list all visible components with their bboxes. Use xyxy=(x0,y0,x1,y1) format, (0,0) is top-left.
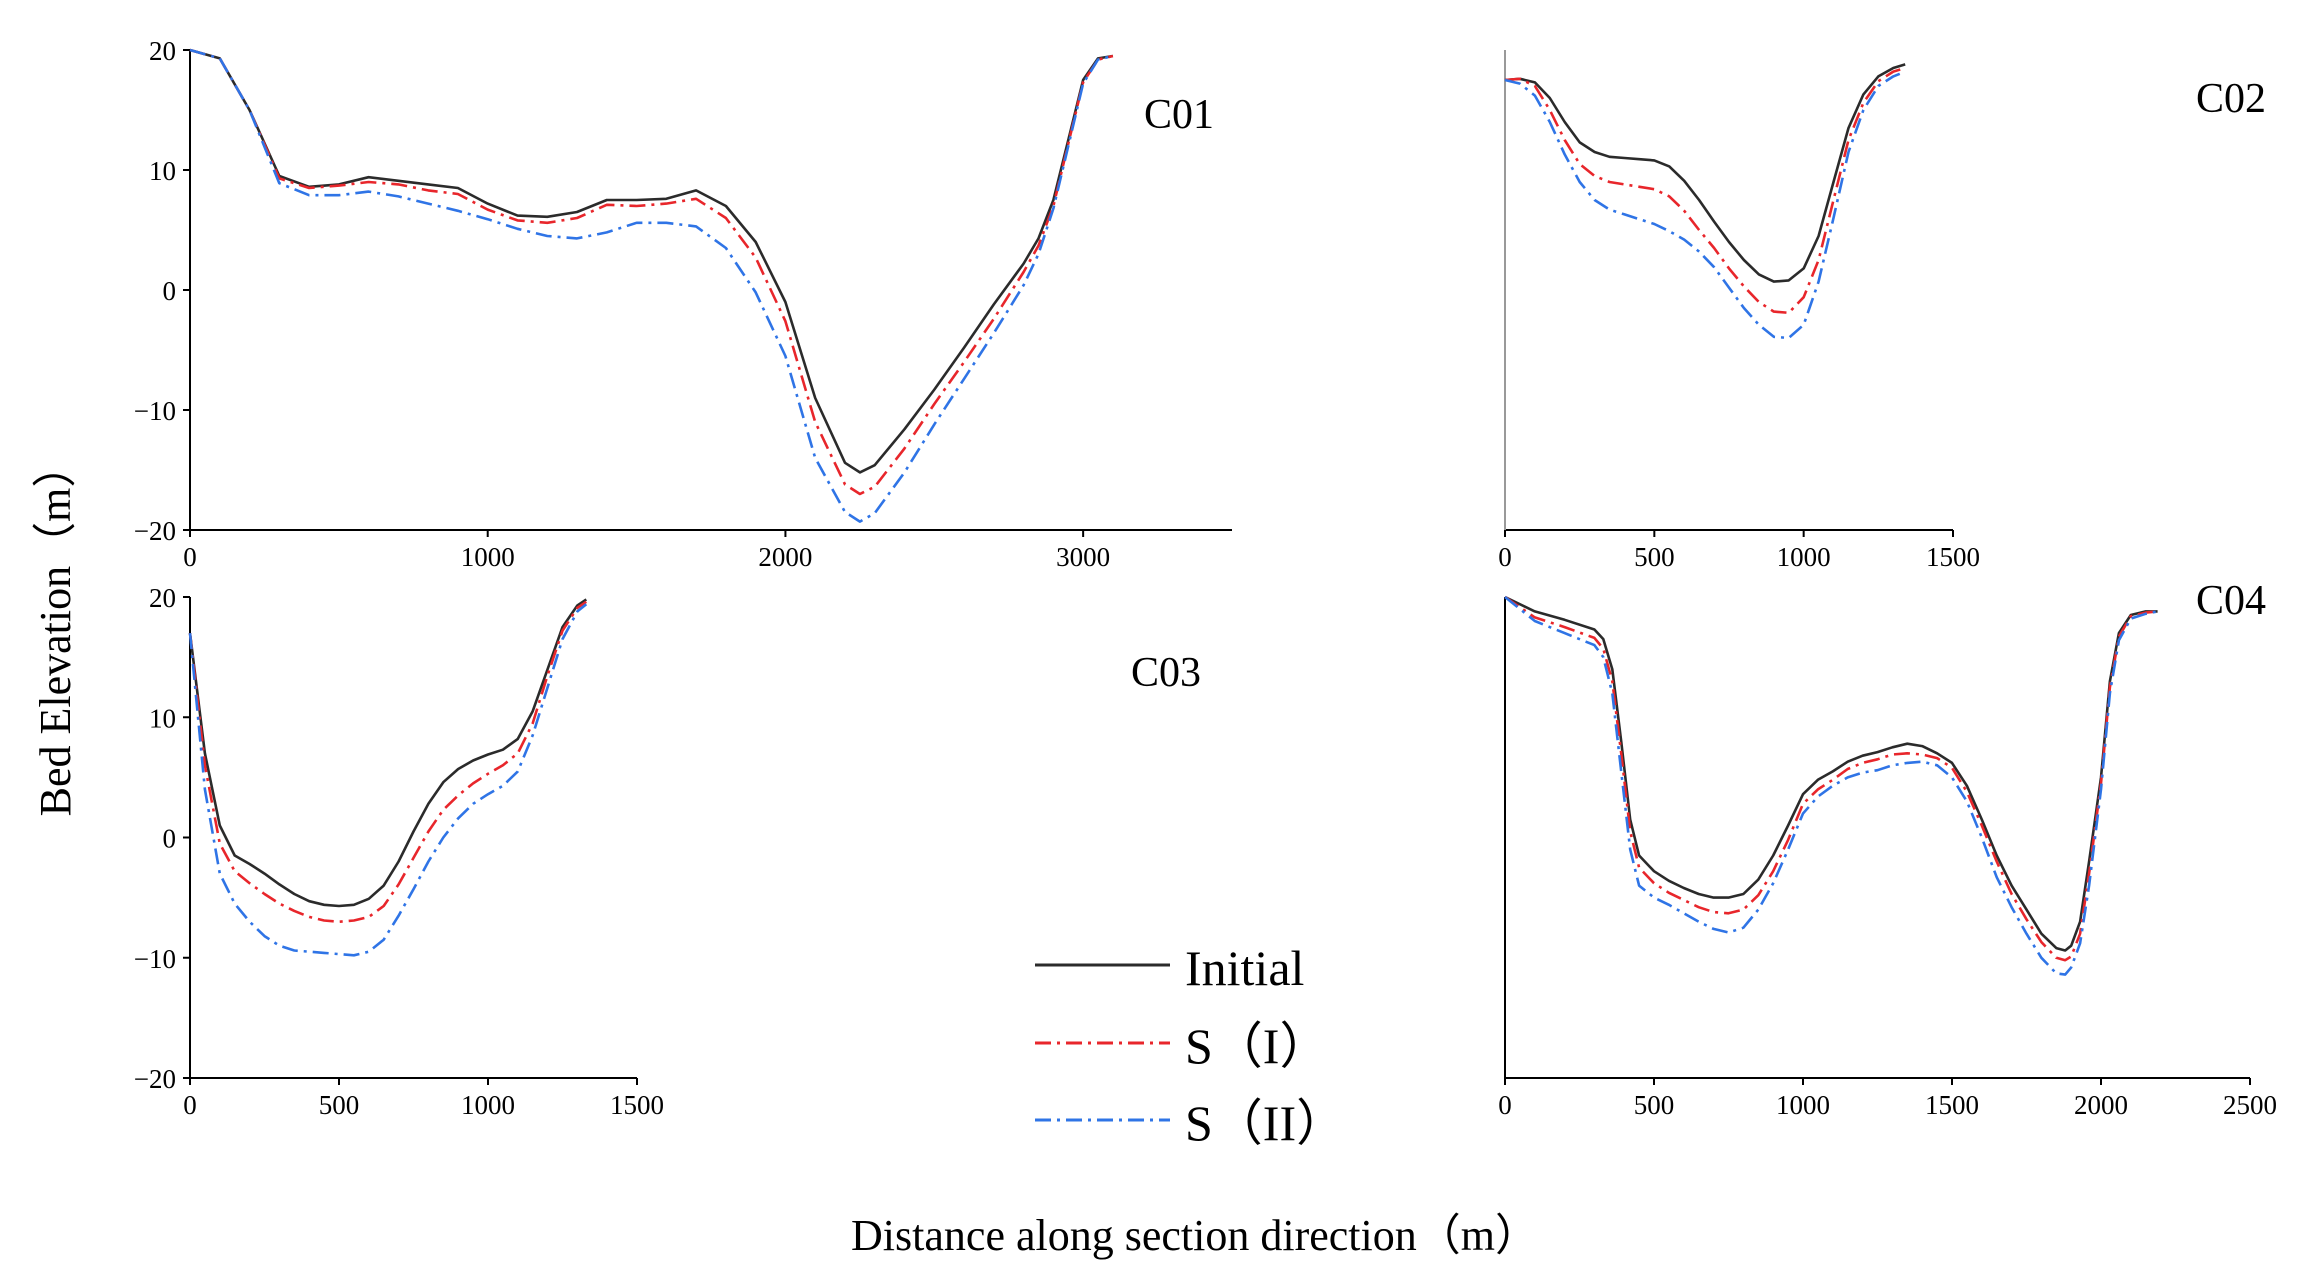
y-tick-label-c01: −10 xyxy=(134,396,176,426)
y-tick-label-c03: 10 xyxy=(149,703,176,733)
series-line-c01-initial xyxy=(189,48,1114,474)
panel-label-c01: C01 xyxy=(1144,92,1214,138)
x-tick-label-c01: 0 xyxy=(183,542,197,572)
y-tick-label-c03: −20 xyxy=(134,1064,176,1094)
y-tick-label-c01: 0 xyxy=(163,276,177,306)
x-axis-title: Distance along section direction（m） xyxy=(851,1211,1539,1260)
series-line-c01-s2 xyxy=(189,48,1114,523)
series-line-c03-initial xyxy=(188,598,588,908)
y-tick-label-c01: 20 xyxy=(149,36,176,66)
x-tick-label-c02: 1500 xyxy=(1926,542,1980,572)
legend: Initial S（I） S（II） xyxy=(1035,940,1346,1151)
y-tick-label-c01: −20 xyxy=(134,516,176,546)
legend-label-s2: S（II） xyxy=(1185,1095,1346,1151)
y-tick-label-c01: 10 xyxy=(149,156,176,186)
x-tick-label-c03: 1000 xyxy=(461,1090,515,1120)
x-tick-label-c04: 1500 xyxy=(1925,1090,1979,1120)
panel-c04: C04 0 500 1000 1500 2000 2500 xyxy=(1498,578,2277,1120)
x-tick-label-c03: 500 xyxy=(319,1090,360,1120)
legend-label-initial: Initial xyxy=(1185,940,1304,996)
panel-label-c02: C02 xyxy=(2196,76,2266,122)
x-tick-label-c04: 0 xyxy=(1498,1090,1512,1120)
panel-label-c04: C04 xyxy=(2196,578,2266,624)
x-tick-label-c02: 500 xyxy=(1634,542,1675,572)
x-tick-label-c04: 2500 xyxy=(2223,1090,2277,1120)
y-tick-label-c03: 0 xyxy=(163,824,177,854)
legend-label-s1: S（I） xyxy=(1185,1018,1329,1074)
panel-c01: C01 0 1000 2000 3000 20 10 0 −10 −20 xyxy=(134,36,1232,572)
x-tick-label-c04: 1000 xyxy=(1776,1090,1830,1120)
x-tick-label-c01: 2000 xyxy=(758,542,812,572)
series-line-c03-s1 xyxy=(188,600,588,923)
panel-c02: C02 0 500 1000 1500 xyxy=(1498,50,2266,572)
x-tick-label-c03: 1500 xyxy=(610,1090,664,1120)
series-line-c03-s2 xyxy=(188,603,588,957)
y-axis-title: Bed Elevation（m） xyxy=(31,444,80,817)
y-tick-label-c03: −10 xyxy=(134,944,176,974)
series-line-c04-s2 xyxy=(1504,595,2158,976)
x-tick-label-c02: 1000 xyxy=(1777,542,1831,572)
x-tick-label-c02: 0 xyxy=(1498,542,1512,572)
y-tick-label-c03: 20 xyxy=(149,583,176,613)
series-line-c02-initial xyxy=(1504,63,1906,283)
panel-c03: C03 0 500 1000 1500 20 10 0 −10 −20 xyxy=(134,583,1201,1120)
series-line-c02-s2 xyxy=(1504,70,1906,340)
series-line-c02-s1 xyxy=(1504,66,1906,315)
x-tick-label-c03: 0 xyxy=(183,1090,197,1120)
x-tick-label-c04: 500 xyxy=(1634,1090,1675,1120)
x-tick-label-c04: 2000 xyxy=(2074,1090,2128,1120)
x-tick-label-c01: 1000 xyxy=(461,542,515,572)
series-line-c04-s1 xyxy=(1504,595,2158,962)
series-line-c01-s1 xyxy=(189,48,1114,496)
series-line-c04-initial xyxy=(1504,595,2158,952)
panel-label-c03: C03 xyxy=(1131,650,1201,696)
x-tick-label-c01: 3000 xyxy=(1056,542,1110,572)
